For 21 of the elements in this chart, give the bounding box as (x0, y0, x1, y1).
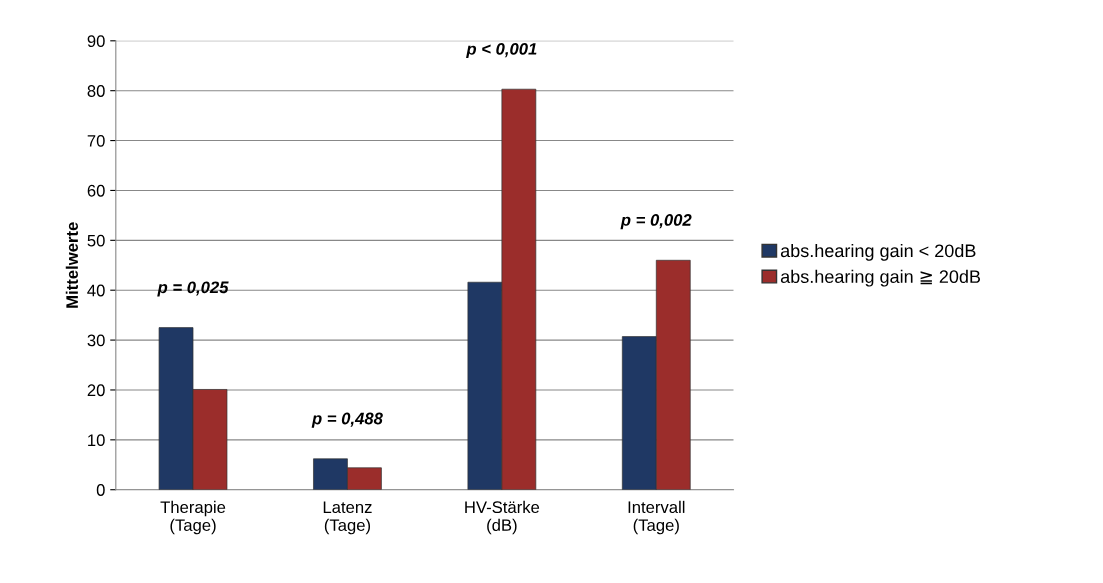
annotation: p < 0,001 (466, 42, 537, 59)
annotation: p = 0,002 (620, 214, 692, 230)
x-tick-label: Latenz (Tage) (323, 501, 372, 535)
y-tick-label: 30 (87, 334, 105, 347)
y-tick-label: 10 (88, 434, 105, 447)
legend-label: abs.hearing gain ≧ 20dB (780, 269, 981, 287)
y-tick-label: 70 (87, 134, 105, 147)
y-tick-label: 20 (87, 384, 105, 397)
legend-label: abs.hearing gain < 20dB (780, 243, 976, 261)
y-tick-label: 0 (96, 484, 105, 496)
annotation: p = 0,488 (311, 412, 383, 428)
y-tick-label: 80 (87, 85, 105, 97)
y-tick-label: 90 (87, 35, 105, 48)
y-tick-label: 40 (87, 284, 105, 297)
y-axis-title: Mittelwerte (65, 222, 79, 308)
annotation: p = 0,025 (157, 281, 229, 297)
y-tick-label: 60 (87, 184, 105, 197)
x-tick-label: Intervall (Tage) (628, 500, 685, 535)
x-tick-label: Therapie (Tage) (160, 500, 226, 535)
y-tick-label: 50 (87, 234, 105, 247)
x-tick-label: HV-Stärke (dB) (465, 500, 540, 535)
